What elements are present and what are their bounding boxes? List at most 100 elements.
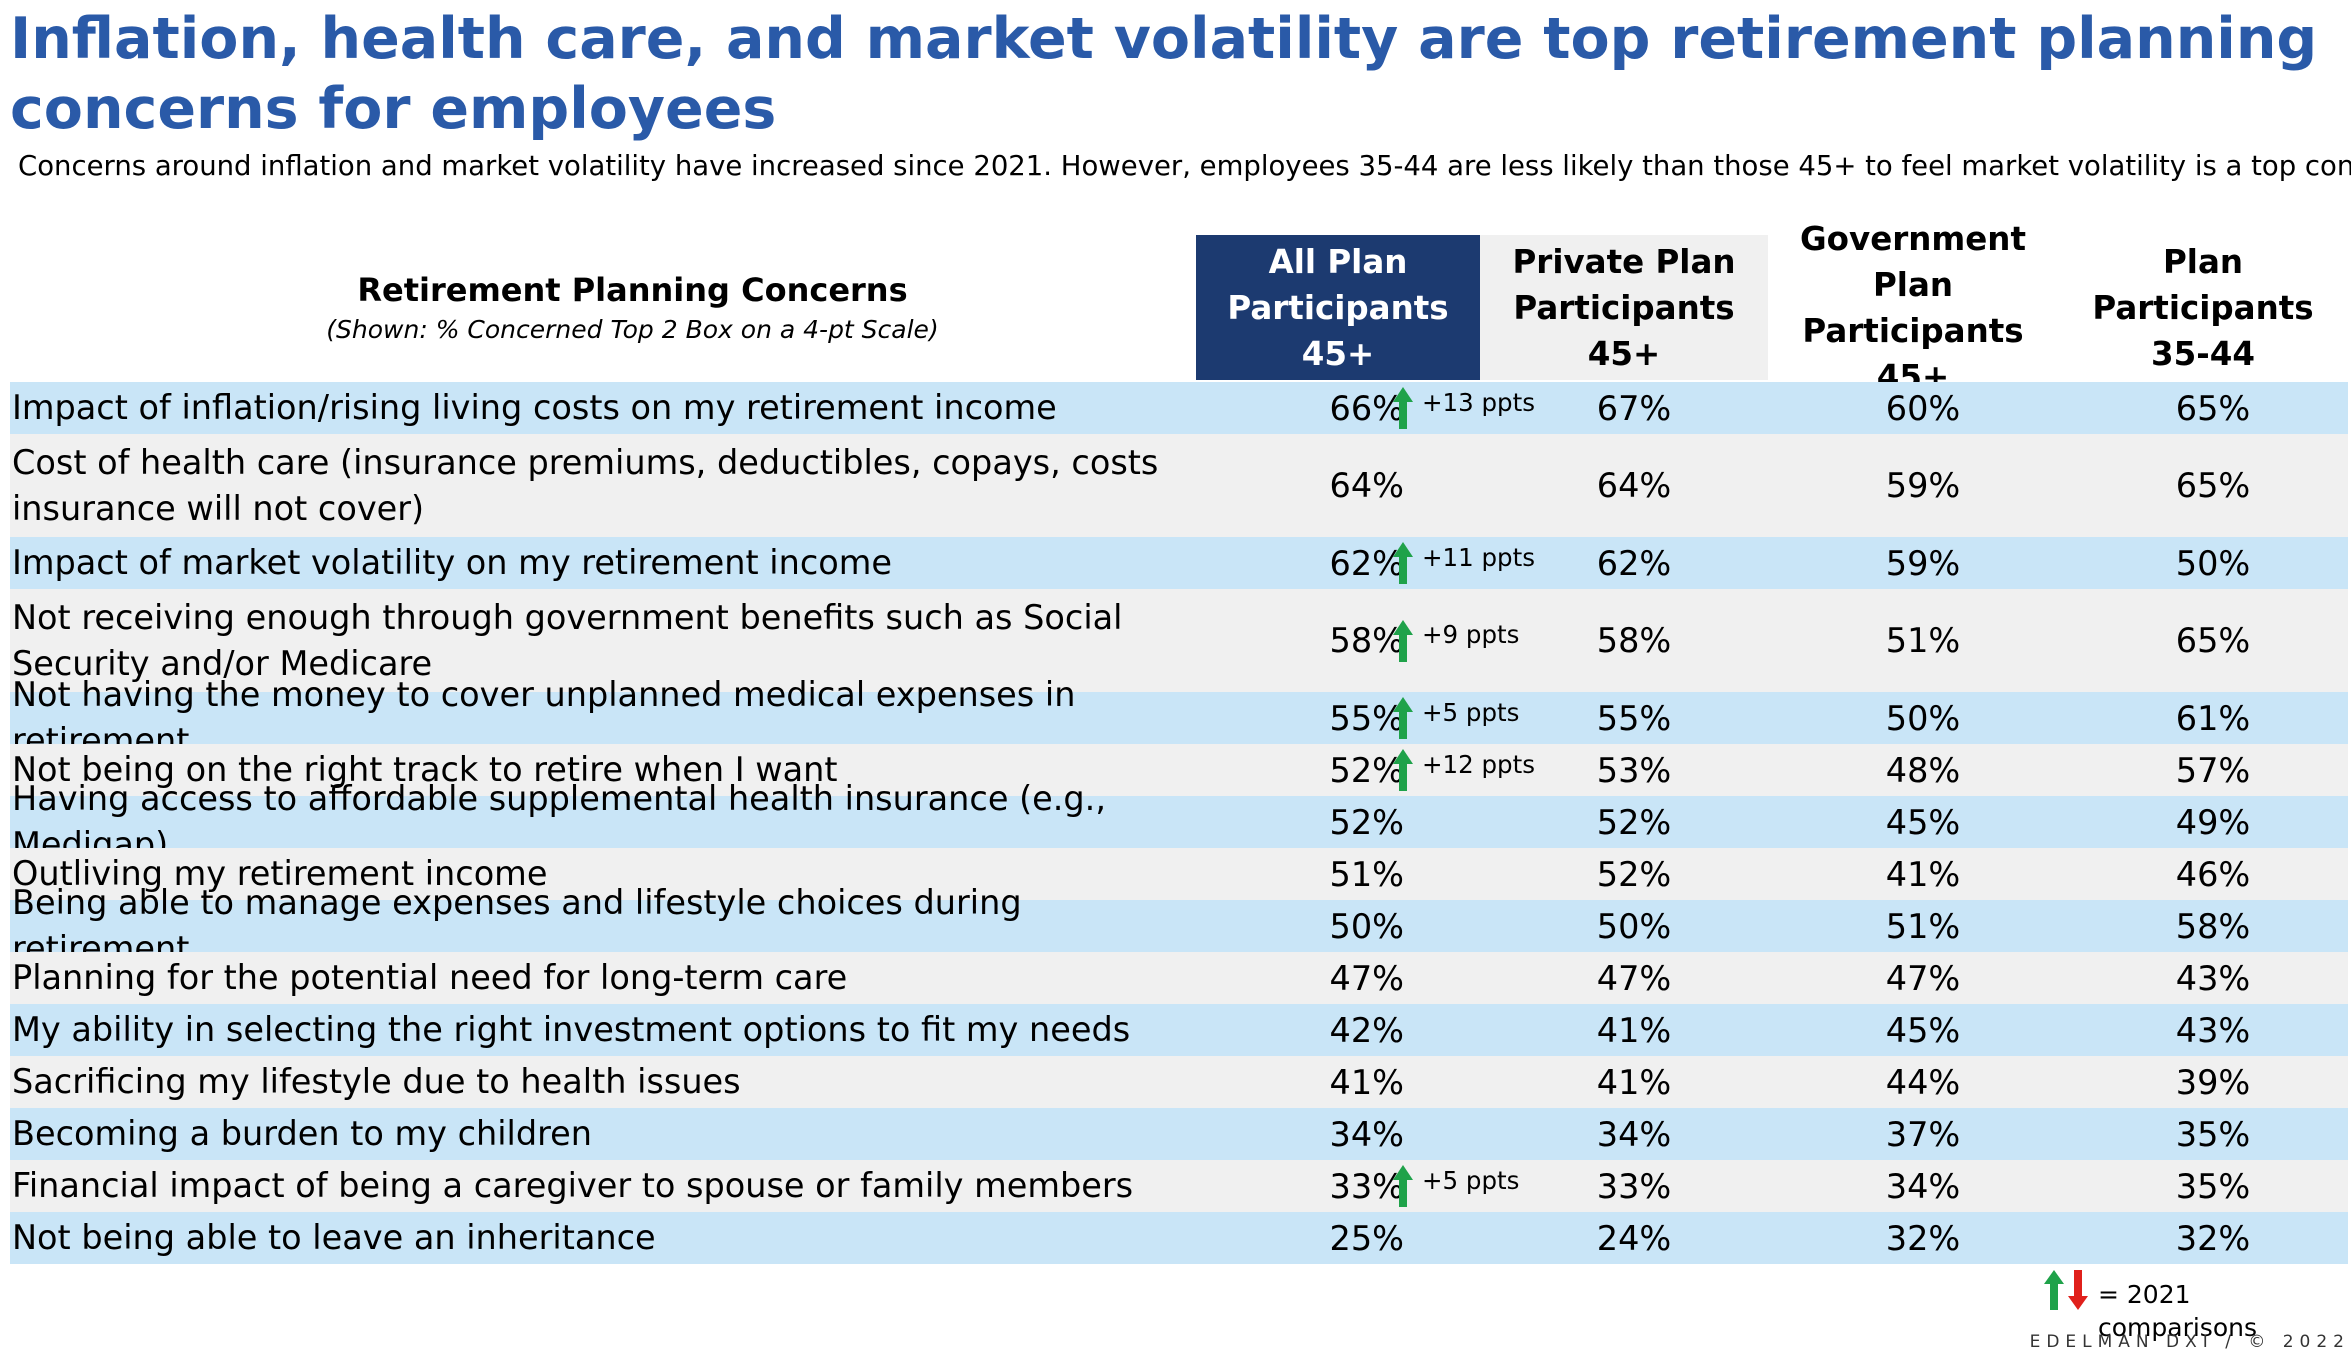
cell-value: 57% bbox=[2175, 750, 2251, 790]
cell-value: 58% bbox=[1596, 621, 1672, 660]
change-text: +9 ppts bbox=[1422, 620, 1520, 649]
table-row: Not receiving enough through government … bbox=[10, 589, 2348, 692]
cell-value: 39% bbox=[2175, 1062, 2251, 1102]
cell-value: 42% bbox=[1329, 1010, 1404, 1050]
cell-value: 37% bbox=[1885, 1114, 1961, 1154]
footer-credit: EDELMAN DXI / © 2022 bbox=[2029, 1332, 2350, 1352]
column-header-plan-35-44: Plan Participants 35-44 bbox=[2092, 242, 2314, 373]
column-header-private-plan-45: Private Plan Participants 45+ bbox=[1480, 235, 1768, 380]
table-row: Becoming a burden to my children 34% 34% 37… bbox=[10, 1108, 2348, 1160]
cell-value: 51% bbox=[1329, 854, 1404, 894]
change-indicator: +5 ppts bbox=[1392, 1160, 1519, 1212]
cell-value: 50% bbox=[1596, 906, 1672, 946]
cell-value: 50% bbox=[1329, 906, 1404, 946]
cell-value: 49% bbox=[2175, 802, 2251, 842]
cell-value: 24% bbox=[1596, 1218, 1672, 1258]
cell-value: 33% bbox=[1596, 1166, 1672, 1206]
cell-value: 34% bbox=[1885, 1166, 1961, 1206]
cell-value: 67% bbox=[1596, 388, 1672, 428]
cell-value: 25% bbox=[1329, 1218, 1404, 1258]
up-arrow-icon bbox=[1393, 619, 1413, 662]
cell-value: 41% bbox=[1596, 1010, 1672, 1050]
cell-value: 50% bbox=[2175, 543, 2251, 583]
cell-value: 44% bbox=[1885, 1062, 1961, 1102]
cell-value: 61% bbox=[2175, 698, 2251, 738]
table-header-label: Retirement Planning Concerns (Shown: % C… bbox=[10, 235, 1255, 380]
cell-value: 52% bbox=[1329, 802, 1404, 842]
cell-value: 45% bbox=[1885, 802, 1961, 842]
row-label: Becoming a burden to my children bbox=[12, 1114, 593, 1153]
cell-value: 41% bbox=[1885, 854, 1961, 894]
cell-value: 58% bbox=[1329, 621, 1404, 660]
up-arrow-icon bbox=[1393, 542, 1413, 584]
cell-value: 66% bbox=[1329, 388, 1404, 428]
cell-value: 50% bbox=[1885, 698, 1961, 738]
cell-value: 53% bbox=[1596, 750, 1672, 790]
cell-value: 47% bbox=[1596, 958, 1672, 998]
cell-value: 51% bbox=[1885, 621, 1961, 660]
cell-value: 41% bbox=[1329, 1062, 1404, 1102]
row-label: Impact of market volatility on my retire… bbox=[12, 543, 892, 582]
cell-value: 34% bbox=[1329, 1114, 1404, 1154]
row-label: Impact of inflation/rising living costs … bbox=[12, 388, 1057, 427]
cell-value: 64% bbox=[1596, 466, 1672, 505]
table-row: Sacrificing my lifestyle due to health i… bbox=[10, 1056, 2348, 1108]
table-row: Planning for the potential need for long… bbox=[10, 952, 2348, 1004]
cell-value: 52% bbox=[1596, 802, 1672, 842]
change-text: +5 ppts bbox=[1422, 1165, 1520, 1195]
cell-value: 65% bbox=[2175, 466, 2251, 505]
page-title: Inflation, health care, and market volat… bbox=[10, 6, 2318, 142]
row-label: Cost of health care (insurance premiums,… bbox=[12, 442, 1159, 528]
row-label: Being able to manage expenses and lifest… bbox=[12, 883, 1022, 968]
table-row: Not being able to leave an inheritance 25… bbox=[10, 1212, 2348, 1264]
row-label: Financial impact of being a caregiver to… bbox=[12, 1166, 1134, 1205]
cell-value: 35% bbox=[2175, 1166, 2251, 1206]
table-row: Not having the money to cover unplanned … bbox=[10, 675, 2348, 760]
cell-value: 55% bbox=[1596, 698, 1672, 738]
row-label: Sacrificing my lifestyle due to health i… bbox=[12, 1062, 741, 1101]
cell-value: 43% bbox=[2175, 958, 2251, 998]
row-label: Planning for the potential need for long… bbox=[12, 958, 848, 997]
cell-value: 47% bbox=[1885, 958, 1961, 998]
change-indicator: +13 ppts bbox=[1392, 382, 1535, 434]
cell-value: 62% bbox=[1596, 543, 1672, 583]
cell-value: 34% bbox=[1596, 1114, 1672, 1154]
cell-value: 48% bbox=[1885, 750, 1961, 790]
cell-value: 41% bbox=[1596, 1062, 1672, 1102]
table-row: Not being on the right track to retire w… bbox=[10, 744, 2348, 796]
table-row: Impact of inflation/rising living costs … bbox=[10, 382, 2348, 434]
table-header-title: Retirement Planning Concerns bbox=[357, 270, 908, 309]
table-row: My ability in selecting the right invest… bbox=[10, 1004, 2348, 1056]
table-row: Outliving my retirement income 51% 52% 41% 4… bbox=[10, 848, 2348, 900]
up-arrow-icon bbox=[1393, 387, 1413, 429]
column-header-government-plan-45: Government Plan Participants 45+ bbox=[1800, 219, 2026, 396]
cell-value: 64% bbox=[1329, 466, 1404, 505]
change-text: +5 ppts bbox=[1422, 697, 1520, 727]
table-header-subtitle: (Shown: % Concerned Top 2 Box on a 4-pt … bbox=[326, 314, 939, 344]
cell-value: 65% bbox=[2175, 621, 2251, 660]
row-label: Having access to affordable supplemental… bbox=[12, 779, 1106, 864]
cell-value: 47% bbox=[1329, 958, 1404, 998]
cell-value: 52% bbox=[1329, 750, 1404, 790]
legend: = 2021 comparisons bbox=[2040, 1268, 2340, 1342]
cell-value: 33% bbox=[1329, 1166, 1404, 1206]
cell-value: 65% bbox=[2175, 388, 2251, 428]
table-row: Impact of market volatility on my retire… bbox=[10, 537, 2348, 589]
change-indicator: +5 ppts bbox=[1392, 692, 1519, 744]
change-indicator: +11 ppts bbox=[1392, 537, 1535, 589]
cell-value: 45% bbox=[1885, 1010, 1961, 1050]
cell-value: 35% bbox=[2175, 1114, 2251, 1154]
row-label: Not receiving enough through government … bbox=[12, 597, 1123, 683]
legend-text: = 2021 comparisons bbox=[2098, 1280, 2257, 1342]
column-header-all-plan-45: All Plan Participants 45+ bbox=[1196, 235, 1480, 380]
row-label: Not being able to leave an inheritance bbox=[12, 1218, 656, 1257]
row-label: My ability in selecting the right invest… bbox=[12, 1010, 1131, 1049]
change-indicator: +12 ppts bbox=[1392, 744, 1535, 796]
page-subtitle: Concerns around inflation and market vol… bbox=[18, 150, 2351, 182]
table-row: Having access to affordable supplemental… bbox=[10, 779, 2348, 864]
row-label: Not having the money to cover unplanned … bbox=[12, 675, 1076, 760]
table-row: Financial impact of being a caregiver to… bbox=[10, 1160, 2348, 1212]
change-text: +11 ppts bbox=[1422, 542, 1535, 572]
up-arrow-icon bbox=[1393, 1165, 1413, 1207]
cell-value: 59% bbox=[1885, 543, 1961, 583]
